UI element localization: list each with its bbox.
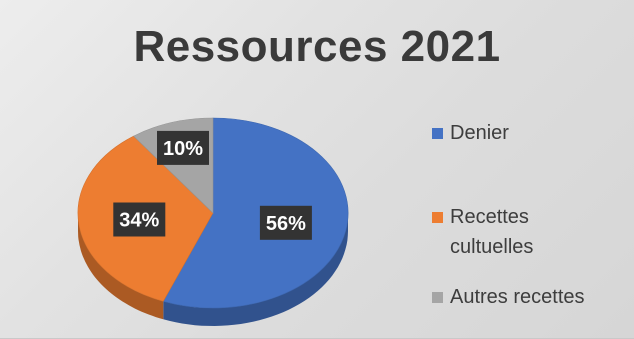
data-label-text: 10% [163, 138, 203, 160]
legend-label-autres-recettes: Autres recettes [450, 286, 585, 308]
data-label-box [157, 130, 209, 165]
legend-swatch-recettes-cultuelles [432, 212, 443, 223]
legend-swatch-autres-recettes [432, 292, 443, 303]
data-label-text: 34% [119, 210, 159, 232]
pie-depth [78, 213, 348, 326]
pie-slice-denier [162, 117, 349, 309]
data-label-text: 56% [266, 213, 306, 235]
legend-swatch-denier [432, 128, 443, 139]
legend-item-autres-recettes: Autres recettes [432, 282, 585, 312]
legend-item-recettes-cultuelles: Recettes cultuelles [432, 202, 533, 262]
data-label-recettes-cultuelles: 34% [113, 202, 166, 237]
legend-label-recettes-cultuelles: Recettes cultuelles [450, 206, 534, 258]
data-label-box [113, 202, 166, 237]
pie-depth-recettes-cultuelles [78, 213, 164, 320]
pie-depth-denier [163, 213, 348, 326]
data-label-box [259, 205, 312, 240]
pie-data-labels: 56% 34% 10% [113, 130, 312, 240]
legend-item-denier: Denier [432, 118, 509, 148]
chart-title: Ressources 2021 [133, 22, 501, 71]
data-label-autres-recettes: 10% [157, 130, 209, 165]
data-label-denier: 56% [259, 205, 312, 240]
legend-label-denier: Denier [450, 122, 509, 144]
